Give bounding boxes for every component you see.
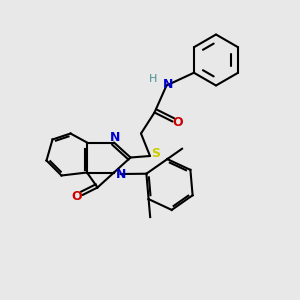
Text: S: S bbox=[151, 147, 160, 160]
Text: N: N bbox=[163, 77, 173, 91]
Text: O: O bbox=[172, 116, 183, 130]
Text: H: H bbox=[149, 74, 157, 85]
Text: N: N bbox=[116, 167, 126, 181]
Text: O: O bbox=[72, 190, 83, 203]
Text: N: N bbox=[110, 130, 121, 144]
